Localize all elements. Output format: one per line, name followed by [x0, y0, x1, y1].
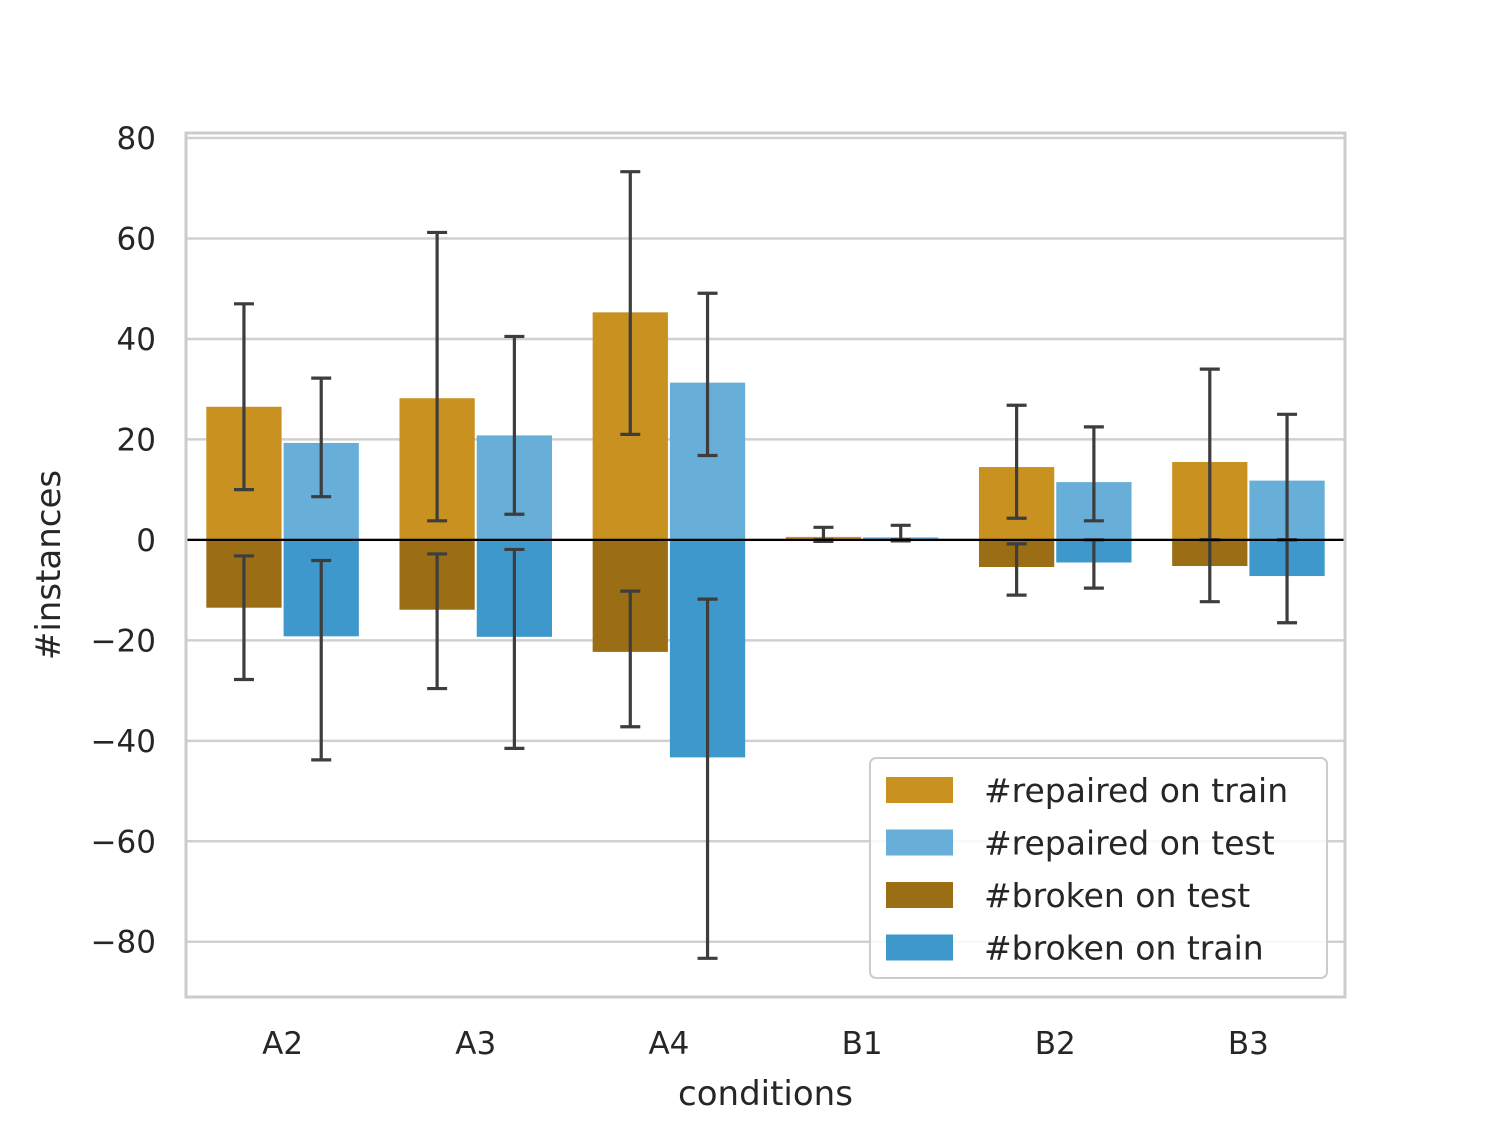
grid-lines	[186, 133, 1345, 997]
axes: 80 60 40 20 0 −20 −40 −60 −80 A2 A3 A4 B1 B2 B3 conditi…	[29, 121, 1347, 1114]
y-tick-label: 40	[117, 322, 156, 358]
x-tick-label: B2	[1035, 1026, 1076, 1062]
plot-frame	[184, 131, 1347, 999]
y-tick-label: −40	[91, 724, 156, 760]
legend-swatch	[886, 934, 953, 961]
legend-swatch	[886, 829, 953, 856]
x-tick-label: A3	[455, 1026, 496, 1062]
x-tick-label: A2	[262, 1026, 303, 1062]
x-tick-label: B1	[842, 1026, 883, 1062]
y-tick-label: 20	[117, 422, 156, 458]
y-axis-label: #instances	[29, 470, 69, 660]
y-tick-label: 60	[117, 221, 156, 257]
legend-label: #broken on train	[984, 929, 1264, 968]
x-axis-label: conditions	[678, 1074, 853, 1114]
legend-label: #broken on test	[984, 876, 1250, 915]
y-tick-label: 0	[136, 523, 156, 559]
legend-swatch	[886, 777, 953, 803]
legend: #repaired on train #repaired on test #brok…	[869, 757, 1328, 979]
legend-label: #repaired on test	[984, 824, 1275, 863]
x-tick-label: A4	[648, 1026, 689, 1062]
legend-label: #repaired on train	[984, 771, 1288, 810]
y-tick-label: −20	[91, 623, 156, 659]
x-tick-label: B3	[1228, 1026, 1269, 1062]
y-tick-label: −80	[91, 925, 156, 961]
legend-swatch	[886, 882, 953, 908]
legend-box	[869, 757, 1328, 979]
y-tick-label: 80	[117, 121, 156, 157]
y-tick-label: −60	[91, 824, 156, 860]
